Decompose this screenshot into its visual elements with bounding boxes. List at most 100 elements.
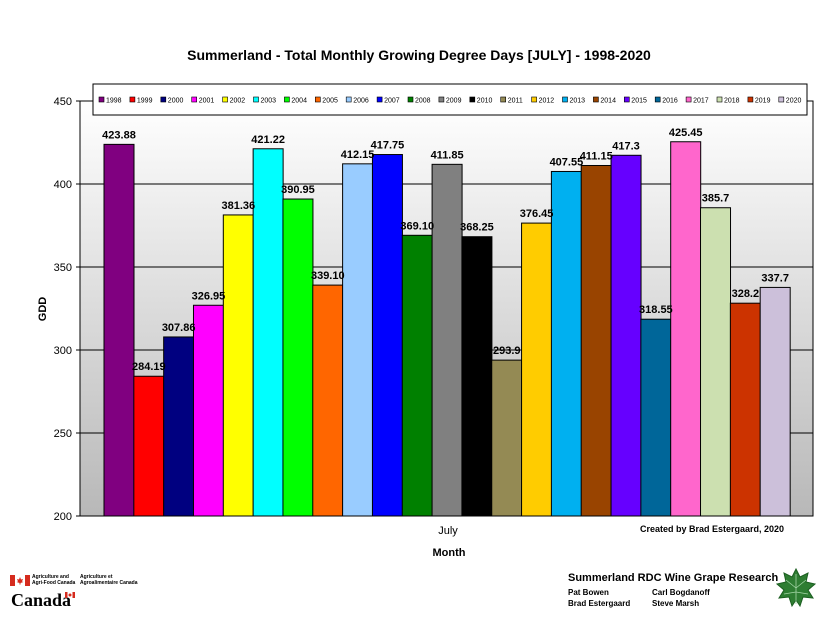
y-axis-ticks: 200 250 300 350 400 450 <box>54 96 80 523</box>
data-label-2014: 411.15 <box>580 150 613 162</box>
legend-label-2000: 2000 <box>168 98 184 105</box>
person-name: Steve Marsh <box>652 599 700 608</box>
legend-swatch-2005 <box>314 96 321 103</box>
bar-2006 <box>342 163 374 517</box>
data-label-2013: 407.55 <box>550 156 584 168</box>
legend-swatch-2010 <box>469 96 476 103</box>
legend-label-2018: 2018 <box>724 98 740 105</box>
legend-label-2020: 2020 <box>786 98 802 105</box>
bar-1999 <box>133 375 165 517</box>
data-label-2007: 417.75 <box>371 140 405 152</box>
bar-2016 <box>640 318 672 517</box>
data-label-2020: 337.7 <box>761 272 789 284</box>
bar-2013 <box>550 170 582 517</box>
bar-2001 <box>192 304 224 517</box>
bar-2011 <box>491 359 523 517</box>
wordmark-flag-icon <box>65 592 75 598</box>
legend-swatch-2013 <box>562 96 568 103</box>
legend-label-2004: 2004 <box>291 98 307 105</box>
agency-name-fr: Agriculture et Agroalimentaire Canada <box>80 574 138 586</box>
person-name: Carl Bogdanoff <box>652 588 710 597</box>
data-label-2004: 390.95 <box>281 184 315 196</box>
legend-label-2008: 2008 <box>415 98 431 105</box>
legend-label-2015: 2015 <box>631 98 647 105</box>
legend-swatch-2014 <box>593 96 599 103</box>
legend-swatch-2003 <box>253 96 259 103</box>
chart-title: Summerland - Total Monthly Growing Degre… <box>187 47 651 63</box>
legend-swatch-2015 <box>623 96 630 103</box>
legend-label-2017: 2017 <box>693 98 709 105</box>
legend-items: 1998 1999 2000 2001 2002 2003 2004 2005 2006 2007… <box>98 96 802 105</box>
legend-swatch-2002 <box>222 96 228 103</box>
legend-label-2019: 2019 <box>755 98 771 105</box>
person-name: Pat Bowen <box>568 588 609 597</box>
y-tick-label: 350 <box>54 262 72 274</box>
legend-swatch-2018 <box>716 96 723 103</box>
bar-2005 <box>312 284 344 517</box>
legend-swatch-2011 <box>500 96 507 103</box>
research-group-signature: Summerland RDC Wine Grape Research Pat B… <box>568 567 828 615</box>
data-label-2018: 385.7 <box>702 193 730 205</box>
data-label-2001: 326.95 <box>192 290 226 302</box>
bar-2018 <box>700 207 732 517</box>
data-label-1998: 423.88 <box>102 129 136 141</box>
legend-label-2010: 2010 <box>477 98 493 105</box>
data-label-2010: 368.25 <box>460 222 494 234</box>
x-axis-label: Month <box>433 547 466 559</box>
legend-swatch-2004 <box>284 96 290 103</box>
legend-label-2016: 2016 <box>662 98 678 105</box>
data-label-2005: 339.10 <box>311 270 345 282</box>
bar-2014 <box>580 164 612 517</box>
data-label-2019: 328.2 <box>732 288 760 300</box>
bar-2008 <box>401 234 433 517</box>
data-label-2006: 412.15 <box>341 149 375 161</box>
bar-2002 <box>222 214 254 517</box>
legend-swatch-2017 <box>685 96 692 103</box>
bar-2017 <box>670 141 702 517</box>
grape-leaf-icon <box>775 567 817 608</box>
legend-label-2007: 2007 <box>384 98 400 105</box>
data-label-1999: 284.19 <box>132 361 166 373</box>
legend-label-2005: 2005 <box>322 98 338 105</box>
legend-swatch-1999 <box>129 96 136 103</box>
bar-2015 <box>610 154 642 517</box>
legend-label-2001: 2001 <box>199 98 215 105</box>
legend-label-1999: 1999 <box>137 98 153 105</box>
legend-swatch-2006 <box>345 96 352 103</box>
bar-2007 <box>371 154 403 517</box>
canada-wordmark: Canada <box>11 590 72 610</box>
y-tick-label: 250 <box>54 428 72 440</box>
y-axis-label: GDD <box>37 297 49 322</box>
data-label-2000: 307.86 <box>162 322 196 334</box>
bar-labels: 423.88 284.19 307.86 326.95 381.36 421.22 390.… <box>102 127 789 373</box>
legend-swatch-2016 <box>654 96 661 103</box>
bar-2004 <box>282 198 314 517</box>
y-tick-label: 400 <box>54 179 72 191</box>
legend-label-2003: 2003 <box>261 98 277 105</box>
legend-swatch-2019 <box>747 96 754 103</box>
legend-label-2002: 2002 <box>230 98 246 105</box>
credit-text: Created by Brad Estergaard, 2020 <box>640 524 785 534</box>
bar-2009 <box>431 163 463 517</box>
legend-label-2009: 2009 <box>446 98 462 105</box>
legend-swatch-1998 <box>98 96 105 103</box>
legend-swatch-2000 <box>160 96 167 103</box>
aafc-signature: Agriculture and Agri-Food Canada Agricul… <box>10 573 150 613</box>
legend-swatch-2012 <box>531 96 537 103</box>
person-name: Brad Estergaard <box>568 599 631 608</box>
legend-swatch-2007 <box>376 96 383 103</box>
agency-name-en: Agriculture and Agri-Food Canada <box>32 574 76 586</box>
bar-2012 <box>521 222 553 517</box>
bar-2010 <box>461 236 493 517</box>
legend-swatch-2020 <box>778 96 785 103</box>
legend-label-2014: 2014 <box>600 98 616 105</box>
data-label-2002: 381.36 <box>221 200 255 212</box>
data-label-2015: 417.3 <box>612 140 640 152</box>
data-label-2012: 376.45 <box>520 208 554 220</box>
data-label-2003: 421.22 <box>251 134 285 146</box>
data-label-2011: 293.9 <box>493 345 521 357</box>
bar-2019 <box>729 302 761 517</box>
data-label-2017: 425.45 <box>669 127 703 139</box>
legend-swatch-2001 <box>191 96 197 103</box>
